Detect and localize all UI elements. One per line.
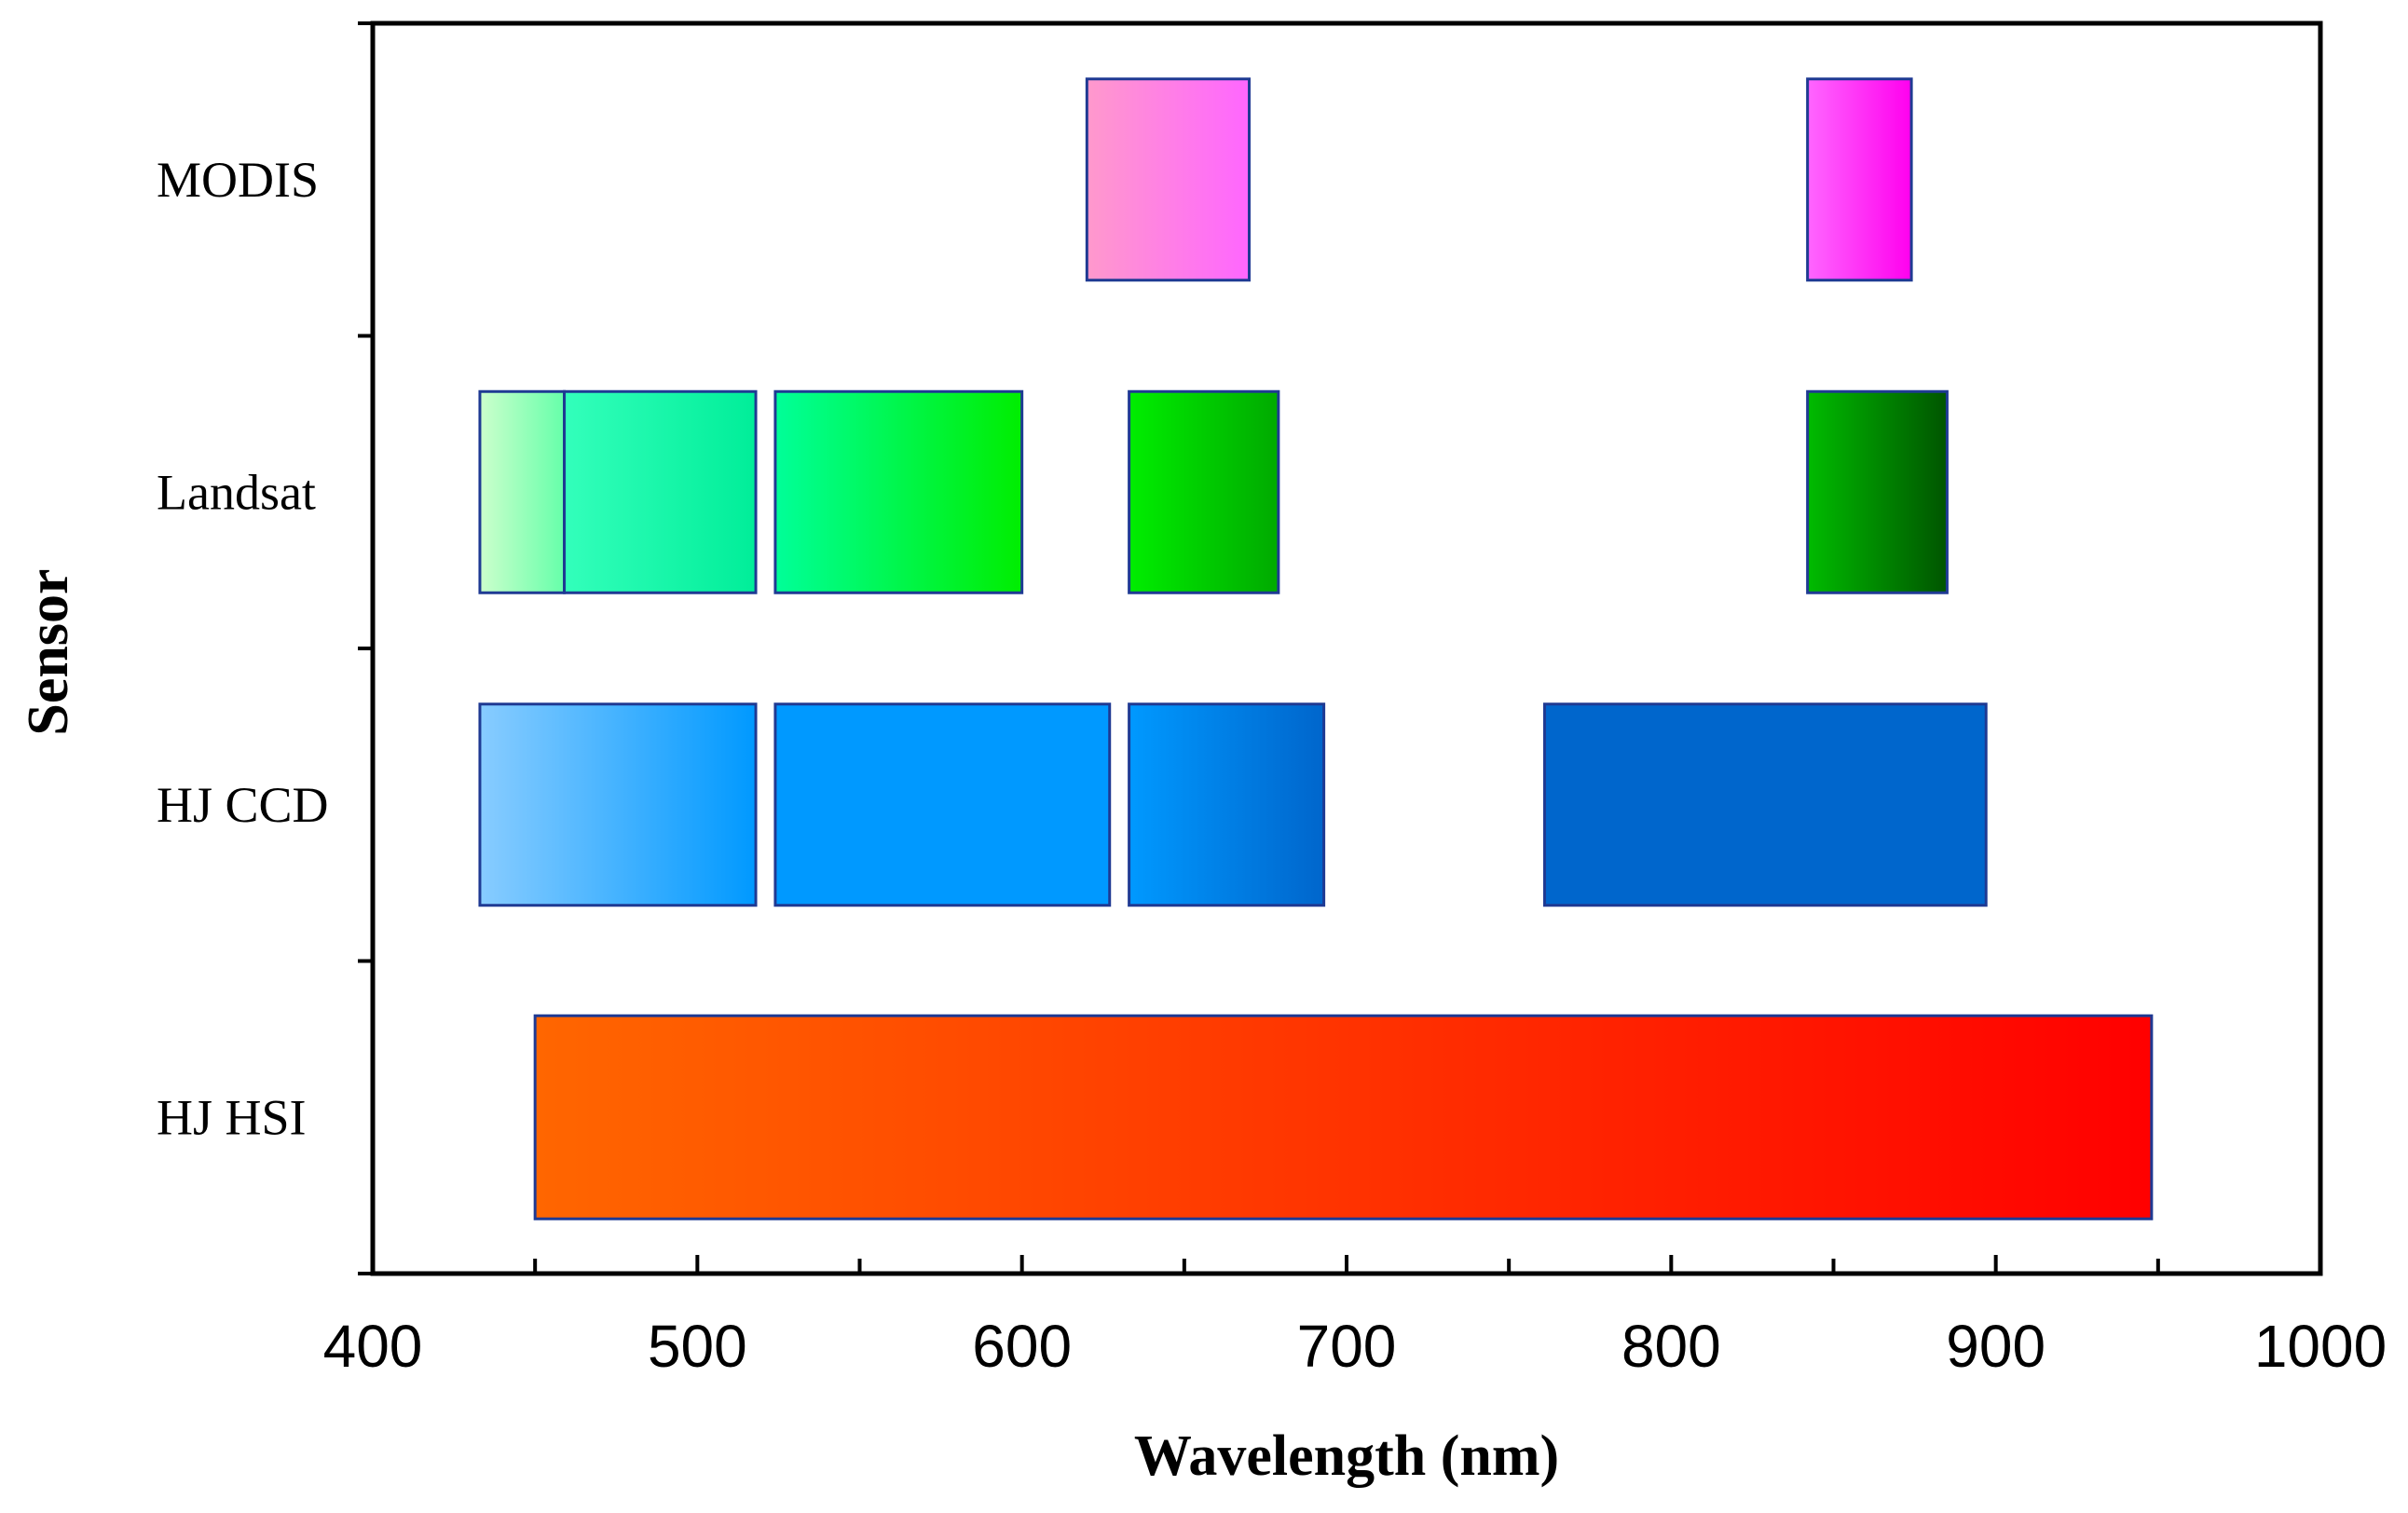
band-bar-hj-hsi — [533, 1014, 2154, 1220]
x-tick-label: 400 — [323, 1313, 423, 1380]
x-tick-label: 500 — [648, 1313, 747, 1380]
y-axis-title: Sensor — [17, 568, 80, 735]
band-bar-landsat — [1128, 389, 1280, 594]
x-axis-tick-labels: 400 500 600 700 800 900 1000 — [323, 1313, 2387, 1380]
x-tick-label: 1000 — [2254, 1313, 2387, 1380]
bars-group — [478, 77, 2154, 1220]
x-tick-label: 800 — [1621, 1313, 1721, 1380]
band-bar-hj-ccd — [1542, 702, 1988, 907]
sensor-label: MODIS — [157, 152, 319, 208]
band-bar-landsat — [563, 389, 758, 594]
x-tick-label: 900 — [1946, 1313, 2045, 1380]
sensor-label: Landsat — [157, 464, 316, 520]
x-tick-label: 700 — [1297, 1313, 1397, 1380]
band-bar-modis — [1806, 77, 1913, 282]
band-bar-landsat — [1806, 389, 1949, 594]
y-axis-category-labels: MODIS Landsat HJ CCD HJ HSI — [157, 152, 329, 1146]
band-bar-landsat — [773, 389, 1024, 594]
y-axis-ticks — [358, 21, 373, 1275]
x-axis-title: Wavelength (nm) — [1134, 1424, 1559, 1488]
band-bar-modis — [1085, 77, 1252, 282]
x-axis-ticks — [371, 1255, 2322, 1274]
x-tick-label: 600 — [972, 1313, 1072, 1380]
sensor-label: HJ CCD — [157, 777, 329, 833]
band-bar-landsat — [478, 389, 567, 594]
sensor-label: HJ HSI — [157, 1089, 307, 1145]
band-bar-hj-ccd — [773, 702, 1112, 907]
band-bar-hj-ccd — [1128, 702, 1326, 907]
band-bar-hj-ccd — [478, 702, 758, 907]
